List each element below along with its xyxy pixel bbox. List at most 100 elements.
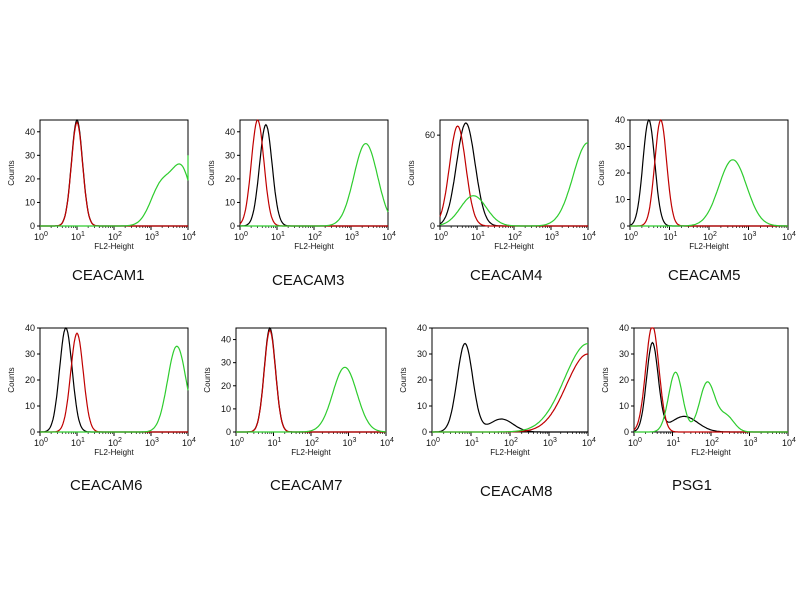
x-tick-exponent: 0 [436,437,440,444]
y-axis-label: Counts [207,160,216,185]
series-line-red [633,327,788,433]
x-tick-exponent: 1 [674,231,678,238]
y-tick-label: 10 [25,197,35,207]
x-tick-exponent: 1 [677,437,681,444]
series-line-black [40,327,188,433]
series-line-green [40,155,189,227]
x-tick-label: 104 [582,231,596,242]
y-tick-label: 40 [25,323,35,333]
y-tick-label: 40 [619,323,629,333]
x-tick-label: 102 [108,231,122,242]
y-tick-label: 30 [25,349,35,359]
x-tick-label: 104 [582,437,596,448]
x-tick-exponent: 2 [318,231,322,238]
x-tick-label: 103 [743,231,757,242]
x-axis-label: FL2-Height [94,448,134,457]
y-tick-label: 10 [225,197,235,207]
x-tick-label: 102 [508,231,522,242]
y-tick-label: 40 [615,115,625,125]
y-tick-label: 40 [225,127,235,137]
y-tick-label: 20 [25,375,35,385]
x-tick-label: 103 [545,231,559,242]
y-tick-label: 0 [30,427,35,437]
plot-frame [431,327,589,433]
x-tick-exponent: 4 [192,437,196,444]
y-tick-label: 10 [619,401,629,411]
x-tick-exponent: 3 [355,231,359,238]
y-tick-label: 20 [25,174,35,184]
y-tick-label: 40 [221,335,231,345]
series-line-red [439,125,588,227]
x-tick-label: 101 [664,231,678,242]
x-tick-label: 104 [782,231,796,242]
x-tick-label: 102 [705,437,719,448]
x-tick-label: 101 [667,437,681,448]
y-tick-label: 0 [30,221,35,231]
x-tick-label: 100 [624,231,638,242]
x-tick-exponent: 4 [792,231,796,238]
x-tick-exponent: 1 [475,437,479,444]
x-tick-label: 100 [426,437,440,448]
x-tick-exponent: 3 [753,231,757,238]
x-axis-label: FL2-Height [291,448,331,457]
x-tick-label: 101 [465,437,479,448]
x-tick-label: 104 [382,231,396,242]
x-tick-label: 102 [305,437,319,448]
series-line-green [236,366,386,433]
y-tick-label: 10 [221,404,231,414]
x-tick-label: 104 [182,231,196,242]
x-tick-label: 102 [504,437,518,448]
x-axis-label: FL2-Height [494,242,534,251]
x-tick-exponent: 0 [44,437,48,444]
y-tick-label: 0 [226,427,231,437]
x-axis-label: FL2-Height [94,242,134,251]
x-tick-label: 100 [234,231,248,242]
x-tick-label: 102 [703,231,717,242]
x-tick-label: 103 [145,437,159,448]
x-tick-exponent: 4 [792,437,796,444]
y-axis-label: Counts [7,160,16,185]
x-tick-exponent: 0 [634,231,638,238]
y-tick-label: 30 [417,349,427,359]
y-tick-label: 20 [619,375,629,385]
x-tick-label: 103 [543,437,557,448]
x-tick-label: 104 [782,437,796,448]
x-tick-exponent: 4 [392,231,396,238]
series-line-green [432,343,589,433]
x-tick-exponent: 4 [592,231,596,238]
y-tick-label: 0 [430,221,435,231]
y-axis-label: Counts [407,160,416,185]
x-tick-exponent: 2 [118,231,122,238]
series-line-green [634,371,788,433]
x-tick-exponent: 1 [481,231,485,238]
y-tick-label: 0 [230,221,235,231]
x-axis-label: FL2-Height [689,242,729,251]
x-tick-exponent: 2 [514,437,518,444]
x-tick-label: 103 [345,231,359,242]
x-tick-exponent: 2 [713,231,717,238]
x-tick-label: 101 [71,231,85,242]
x-tick-label: 100 [434,231,448,242]
x-tick-exponent: 1 [81,437,85,444]
y-axis-label: Counts [7,367,16,392]
y-tick-label: 20 [221,381,231,391]
y-tick-label: 40 [25,127,35,137]
series-line-green [40,345,189,433]
y-tick-label: 60 [425,130,435,140]
series-line-green [630,159,788,227]
series-line-red [236,329,386,433]
x-tick-label: 100 [34,437,48,448]
series-line-red [239,119,388,227]
y-tick-label: 0 [624,427,629,437]
x-tick-label: 100 [628,437,642,448]
x-tick-label: 100 [34,231,48,242]
series-line-red [40,121,188,227]
x-tick-exponent: 3 [155,231,159,238]
x-tick-label: 100 [230,437,244,448]
x-tick-label: 103 [343,437,357,448]
